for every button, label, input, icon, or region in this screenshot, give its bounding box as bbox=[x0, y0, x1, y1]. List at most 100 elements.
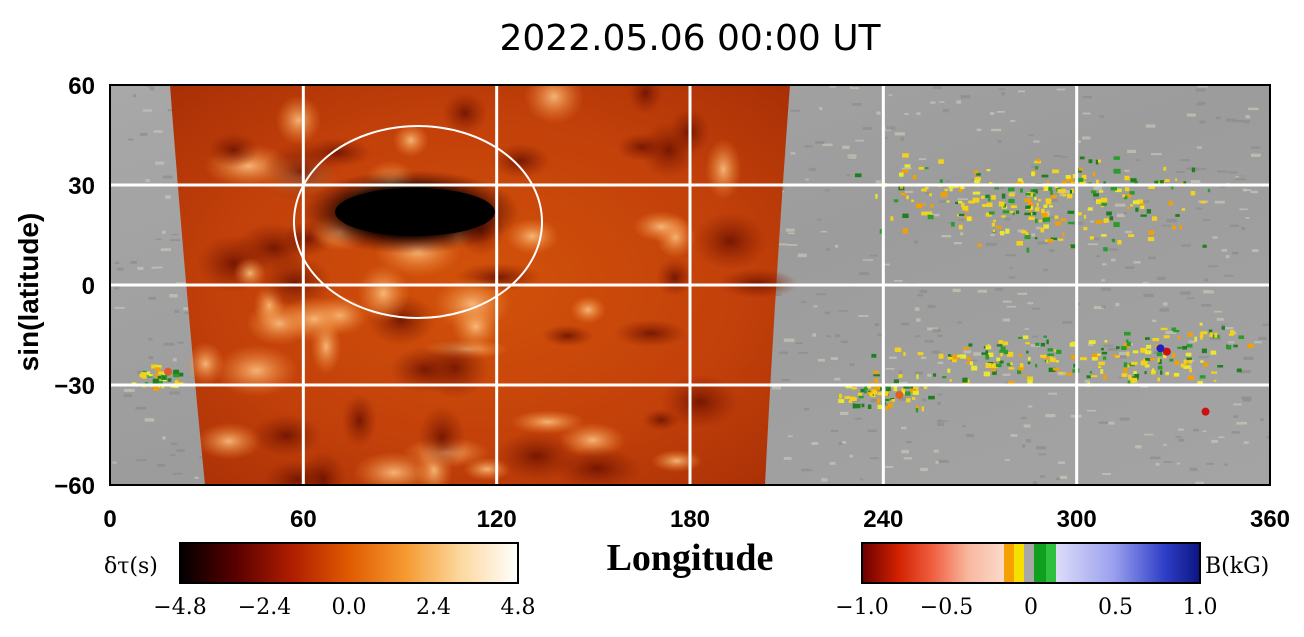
texture-speck bbox=[1101, 473, 1111, 475]
active-region-fleck bbox=[1179, 224, 1182, 230]
texture-speck bbox=[1124, 230, 1132, 234]
texture-speck bbox=[1152, 319, 1157, 322]
texture-speck bbox=[862, 127, 872, 130]
texture-speck bbox=[1114, 203, 1126, 207]
x-tick-label: 0 bbox=[103, 506, 116, 533]
active-region-fleck bbox=[938, 353, 944, 359]
active-region-fleck bbox=[999, 360, 1004, 364]
active-region-fleck bbox=[983, 371, 990, 377]
texture-speck bbox=[1076, 303, 1081, 306]
active-region-fleck bbox=[900, 192, 907, 196]
far-side-dark-patch bbox=[494, 431, 579, 482]
active-region-fleck bbox=[1152, 368, 1155, 373]
texture-speck bbox=[1251, 153, 1261, 157]
active-region-fleck bbox=[970, 216, 973, 220]
active-region-fleck bbox=[1199, 375, 1206, 379]
active-region-fleck bbox=[1004, 349, 1009, 355]
x-tick-label: 120 bbox=[477, 506, 517, 533]
active-region-fleck bbox=[1217, 365, 1224, 368]
active-region-fleck bbox=[986, 202, 993, 207]
active-region-fleck bbox=[146, 371, 151, 375]
texture-speck bbox=[1225, 327, 1234, 330]
texture-speck bbox=[960, 232, 964, 236]
active-region-fleck bbox=[1008, 198, 1015, 203]
active-region-fleck bbox=[1017, 178, 1023, 182]
texture-speck bbox=[194, 476, 199, 479]
active-region-fleck bbox=[901, 391, 905, 395]
texture-speck bbox=[1214, 200, 1225, 204]
active-region-fleck bbox=[1101, 234, 1107, 237]
active-region-fleck bbox=[848, 400, 853, 403]
active-region-fleck bbox=[1069, 190, 1072, 195]
texture-speck bbox=[937, 422, 945, 426]
active-region-fleck bbox=[949, 379, 952, 382]
active-region-fleck bbox=[1100, 369, 1104, 374]
active-region-fleck bbox=[1144, 371, 1147, 375]
active-region-fleck bbox=[992, 370, 997, 375]
texture-speck bbox=[1233, 119, 1244, 123]
far-side-dark-patch bbox=[614, 319, 688, 348]
active-region-fleck bbox=[902, 228, 909, 234]
texture-speck bbox=[1062, 321, 1073, 324]
far-side-dark-patch bbox=[693, 212, 768, 270]
texture-speck bbox=[963, 350, 971, 354]
texture-speck bbox=[885, 368, 895, 370]
active-region-fleck bbox=[1020, 188, 1023, 193]
active-region-fleck bbox=[1054, 185, 1058, 189]
texture-speck bbox=[1084, 379, 1090, 383]
active-region-fleck bbox=[1152, 338, 1160, 342]
texture-speck bbox=[183, 307, 189, 311]
active-region-fleck bbox=[1088, 159, 1093, 164]
texture-speck bbox=[1240, 370, 1251, 374]
active-region-fleck bbox=[1163, 166, 1167, 171]
far-side-dark-patch bbox=[541, 324, 594, 347]
active-region-fleck bbox=[955, 201, 959, 205]
texture-speck bbox=[809, 469, 814, 472]
active-region-fleck bbox=[1182, 346, 1187, 350]
active-region-fleck bbox=[1127, 364, 1130, 368]
active-region-fleck bbox=[872, 389, 875, 393]
active-region-fleck bbox=[990, 369, 996, 372]
active-region-fleck bbox=[911, 199, 914, 203]
y-tick-labels: 60 30 0 −30 −60 bbox=[54, 73, 95, 500]
texture-speck bbox=[1123, 212, 1127, 215]
active-region-fleck bbox=[961, 202, 965, 208]
active-region-fleck bbox=[875, 194, 878, 199]
texture-speck bbox=[139, 133, 148, 136]
texture-speck bbox=[1189, 467, 1198, 472]
texture-speck bbox=[931, 350, 940, 354]
texture-speck bbox=[849, 454, 853, 458]
texture-speck bbox=[1159, 308, 1170, 312]
active-region-fleck bbox=[1018, 354, 1023, 357]
texture-speck bbox=[1197, 101, 1206, 104]
texture-speck bbox=[919, 386, 925, 389]
texture-speck bbox=[1166, 218, 1177, 223]
active-region-fleck bbox=[1041, 208, 1045, 214]
texture-speck bbox=[801, 300, 807, 304]
texture-speck bbox=[808, 167, 816, 171]
texture-speck bbox=[1102, 263, 1107, 266]
active-region-fleck bbox=[1008, 381, 1015, 384]
active-region-fleck bbox=[1048, 367, 1056, 372]
active-region-fleck bbox=[1089, 371, 1093, 374]
texture-speck bbox=[1008, 276, 1016, 279]
active-region-fleck bbox=[1175, 214, 1180, 217]
texture-speck bbox=[130, 261, 137, 264]
texture-speck bbox=[867, 429, 877, 432]
texture-speck bbox=[797, 253, 807, 258]
texture-speck bbox=[1179, 159, 1190, 162]
texture-speck bbox=[1243, 356, 1254, 360]
active-region-fleck bbox=[1044, 187, 1049, 191]
texture-speck bbox=[874, 323, 880, 326]
active-region-fleck bbox=[1174, 360, 1180, 365]
active-region-fleck bbox=[893, 199, 899, 203]
active-region-fleck bbox=[1165, 371, 1169, 376]
active-region-fleck bbox=[949, 186, 953, 192]
texture-speck bbox=[962, 425, 966, 428]
texture-speck bbox=[804, 145, 813, 148]
active-region-fleck bbox=[981, 352, 988, 355]
active-region-fleck bbox=[1183, 181, 1187, 184]
active-region-fleck bbox=[916, 203, 923, 209]
texture-speck bbox=[804, 407, 810, 411]
active-region-fleck bbox=[1027, 361, 1031, 365]
